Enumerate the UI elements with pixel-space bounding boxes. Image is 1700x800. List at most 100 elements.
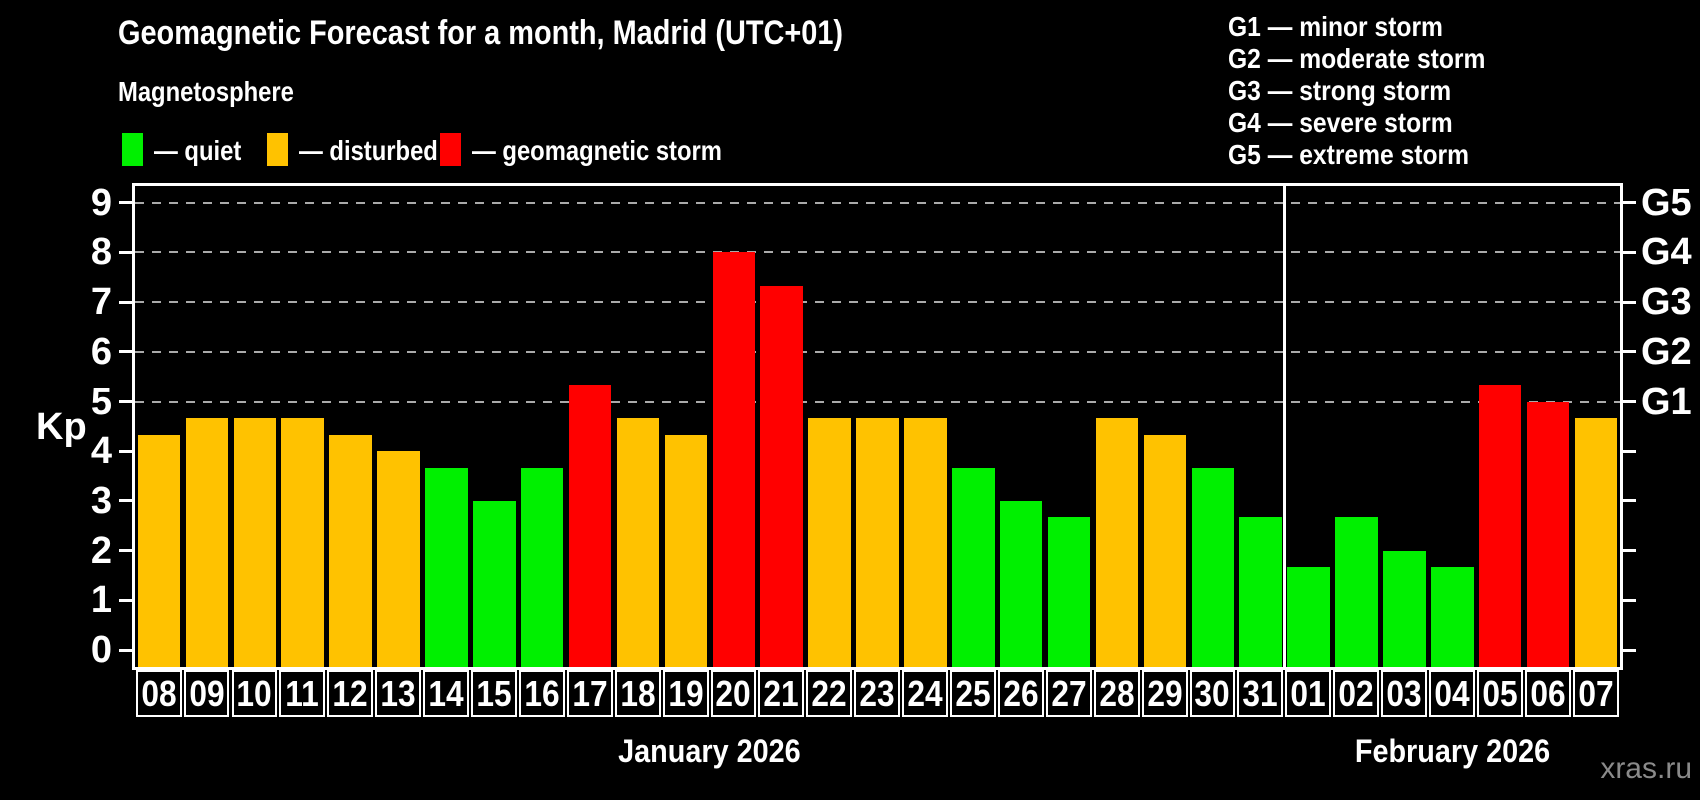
y-tick-right-4 [1623, 449, 1636, 453]
day-label-13: 13 [375, 670, 422, 717]
day-label-03: 03 [1381, 670, 1428, 717]
legend-label-disturbed: — disturbed [299, 134, 462, 167]
page-title-text: Geomagnetic Forecast for a month, Madrid… [118, 14, 844, 52]
day-label-24-text: 24 [907, 672, 943, 714]
y-tick-label-3-text: 3 [90, 479, 112, 522]
bar-day-06 [1526, 401, 1570, 667]
day-label-26-text: 26 [1003, 672, 1039, 714]
bar-day-16 [520, 467, 564, 667]
day-label-13-text: 13 [380, 672, 416, 714]
month-separator [1283, 186, 1287, 667]
y-tick-label-9: 9 [58, 182, 112, 224]
bar-day-05 [1478, 385, 1522, 667]
day-label-15: 15 [471, 670, 517, 717]
day-label-12-text: 12 [332, 672, 368, 714]
day-label-21: 21 [758, 670, 805, 717]
bar-day-10 [233, 417, 276, 667]
gridline-kp9 [135, 201, 1620, 204]
right-axis-label-g4: G4 [1641, 230, 1692, 274]
month-label-1-text: February 2026 [1354, 733, 1550, 769]
y-tick-label-0: 0 [58, 629, 112, 671]
g-scale-line-g3: G3 — strong storm [1228, 75, 1452, 106]
y-tick-left-6 [119, 350, 132, 354]
day-label-27: 27 [1045, 670, 1092, 717]
right-axis-label-g3-text: G3 [1641, 281, 1692, 324]
day-label-04-text: 04 [1434, 672, 1470, 714]
watermark: xras.ru [1600, 752, 1692, 785]
bar-day-03 [1383, 550, 1426, 667]
y-tick-left-2 [119, 549, 132, 553]
day-label-27-text: 27 [1051, 672, 1087, 714]
day-label-30-text: 30 [1194, 672, 1231, 714]
bar-day-04 [1431, 567, 1474, 667]
page-title: Geomagnetic Forecast for a month, Madrid… [118, 14, 971, 53]
y-tick-right-7 [1623, 300, 1636, 304]
gridline-kp8 [135, 251, 1620, 254]
right-axis-label-g3: G3 [1641, 280, 1692, 324]
y-tick-right-6 [1623, 350, 1636, 354]
legend-label-quiet-text: — quiet [154, 135, 242, 166]
legend-label-storm: — geomagnetic storm [472, 134, 766, 167]
g-scale-legend: G1 — minor storm G2 — moderate storm G3 … [1228, 11, 1521, 171]
bar-day-14 [425, 467, 468, 667]
day-label-30: 30 [1189, 670, 1236, 717]
right-axis-label-g4-text: G4 [1641, 231, 1692, 274]
g-scale-line-g5: G5 — extreme storm [1228, 139, 1470, 170]
y-tick-label-5-text: 5 [90, 380, 112, 423]
gridline-kp7 [135, 301, 1620, 304]
y-tick-left-5 [119, 400, 132, 403]
day-label-16: 16 [518, 670, 565, 717]
day-label-15-text: 15 [476, 672, 512, 714]
bar-day-02 [1335, 517, 1378, 667]
y-tick-right-8 [1623, 250, 1636, 254]
day-label-07: 07 [1572, 670, 1619, 717]
bar-day-30 [1191, 467, 1235, 667]
right-axis-label-g2: G2 [1641, 330, 1692, 374]
y-axis-title: Kp [36, 406, 87, 448]
y-tick-right-0 [1623, 648, 1636, 652]
bar-day-17 [568, 385, 612, 667]
y-tick-left-3 [119, 499, 132, 503]
day-label-11-text: 11 [285, 672, 320, 714]
bar-day-12 [329, 434, 372, 667]
day-label-25: 25 [950, 670, 996, 717]
day-label-05: 05 [1476, 670, 1523, 717]
bar-day-15 [473, 500, 516, 667]
day-label-19: 19 [662, 670, 709, 717]
day-label-18-text: 18 [620, 672, 656, 714]
day-label-18: 18 [614, 670, 661, 717]
day-label-25-text: 25 [955, 672, 991, 714]
legend-swatch-storm [440, 133, 461, 166]
day-label-17: 17 [566, 670, 613, 717]
bar-day-07 [1574, 417, 1618, 667]
y-tick-right-1 [1623, 598, 1636, 602]
right-axis-label-g1: G1 [1641, 380, 1692, 424]
y-tick-label-6-text: 6 [90, 330, 112, 373]
bar-day-25 [952, 467, 995, 667]
legend-swatch-quiet [122, 133, 143, 166]
bar-day-23 [856, 417, 899, 667]
month-label-0: January 2026 [500, 733, 920, 770]
day-label-29-text: 29 [1146, 672, 1183, 714]
bar-day-29 [1143, 434, 1187, 667]
bar-day-19 [664, 434, 708, 667]
bar-day-26 [999, 500, 1043, 667]
day-label-11: 11 [279, 670, 326, 717]
g-scale-line-g4: G4 — severe storm [1228, 107, 1453, 138]
bar-day-11 [281, 417, 324, 667]
right-axis-label-g5-text: G5 [1641, 181, 1692, 224]
bar-day-21 [760, 285, 803, 667]
y-tick-left-1 [119, 598, 132, 602]
right-axis-label-g1-text: G1 [1641, 380, 1692, 423]
day-label-09: 09 [183, 670, 230, 717]
y-tick-left-7 [119, 300, 132, 304]
day-label-03-text: 03 [1386, 672, 1422, 714]
bar-day-13 [377, 451, 420, 667]
y-tick-label-7-text: 7 [90, 281, 112, 324]
y-tick-label-2: 2 [58, 530, 112, 572]
y-tick-label-6: 6 [58, 331, 112, 373]
y-tick-label-8-text: 8 [90, 231, 112, 274]
bar-day-22 [808, 417, 851, 667]
legend-label-storm-text: — geomagnetic storm [472, 135, 722, 166]
